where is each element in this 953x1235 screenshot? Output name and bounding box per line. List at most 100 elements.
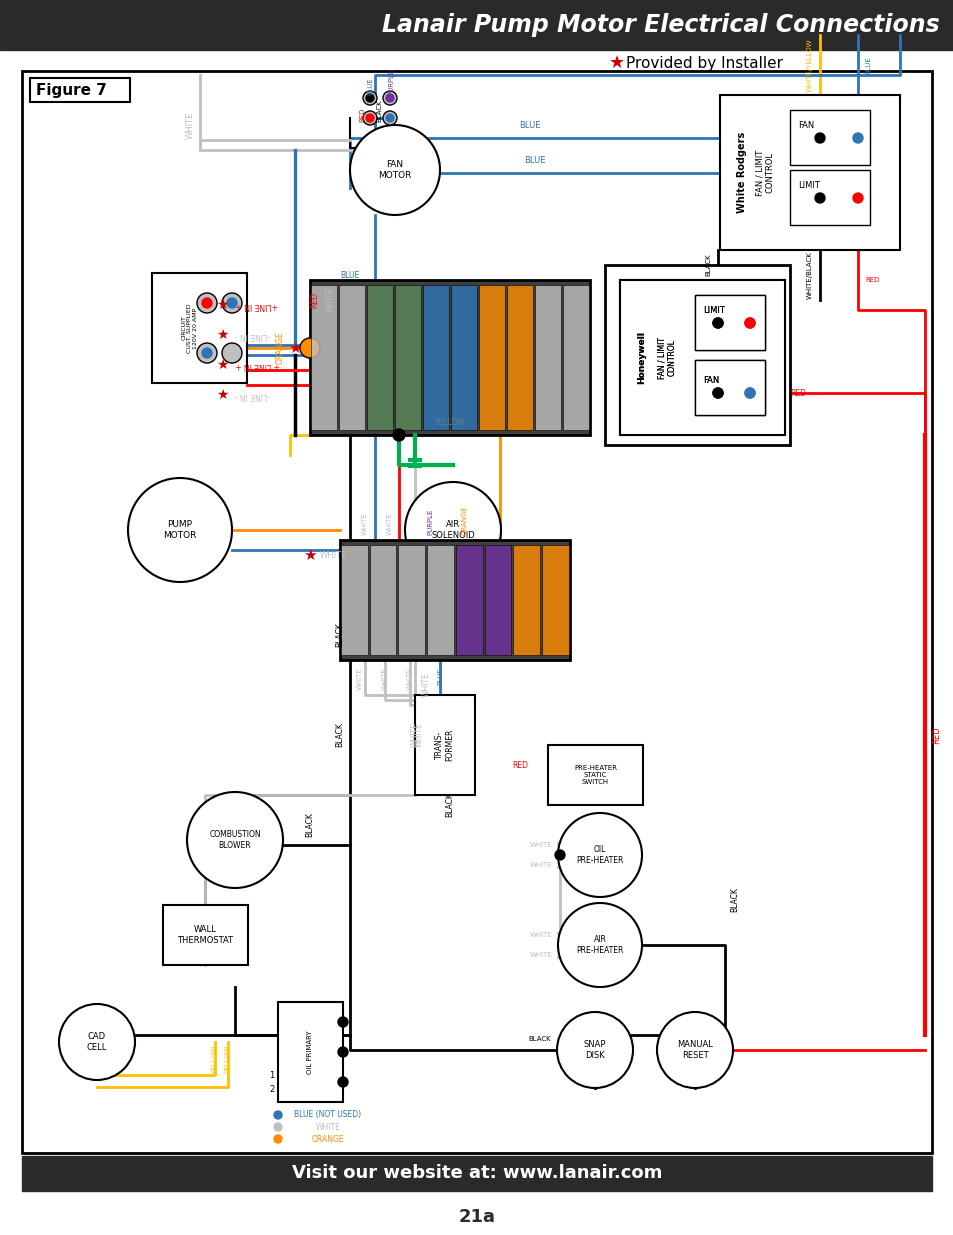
Text: PURPLE: PURPLE — [427, 509, 433, 535]
Circle shape — [557, 1011, 633, 1088]
Circle shape — [382, 111, 396, 125]
Text: YELLOW: YELLOW — [212, 1046, 218, 1074]
Text: ★: ★ — [608, 54, 624, 72]
Text: YELLOW: YELLOW — [434, 417, 465, 427]
Bar — [478, 285, 504, 430]
Bar — [163, 905, 248, 965]
Circle shape — [363, 111, 376, 125]
Text: BLACK: BLACK — [528, 1036, 551, 1042]
Text: ORANGE: ORANGE — [461, 505, 468, 535]
Bar — [695, 359, 764, 415]
Bar — [339, 540, 569, 659]
Text: PUMP
MOTOR: PUMP MOTOR — [163, 520, 196, 540]
Text: WHITE: WHITE — [356, 667, 363, 690]
Bar — [456, 545, 482, 655]
Bar — [277, 1002, 343, 1102]
Bar — [789, 110, 869, 165]
Bar — [604, 266, 789, 445]
Circle shape — [382, 91, 396, 105]
Circle shape — [814, 133, 824, 143]
Text: BLACK: BLACK — [730, 888, 739, 913]
Text: CAD
CELL: CAD CELL — [87, 1032, 107, 1052]
Text: WHITE: WHITE — [361, 513, 368, 535]
Circle shape — [274, 1135, 282, 1144]
Text: ★: ★ — [215, 388, 228, 403]
Bar — [422, 285, 449, 430]
Bar — [340, 545, 367, 655]
Circle shape — [386, 94, 394, 103]
Bar — [311, 285, 336, 430]
Bar — [310, 280, 589, 435]
Text: WHITE: WHITE — [319, 551, 347, 559]
Bar — [451, 285, 476, 430]
Circle shape — [196, 293, 216, 312]
Circle shape — [128, 478, 232, 582]
Bar — [427, 545, 454, 655]
Text: WHITE: WHITE — [407, 667, 413, 690]
Circle shape — [350, 125, 439, 215]
Text: LIMIT: LIMIT — [797, 180, 819, 189]
Text: BLUE: BLUE — [436, 667, 442, 684]
Text: FAN / LIMIT
CONTROL: FAN / LIMIT CONTROL — [657, 336, 676, 378]
Text: 2: 2 — [269, 1086, 274, 1094]
Circle shape — [227, 298, 236, 308]
Text: OIL PRIMARY: OIL PRIMARY — [307, 1030, 314, 1073]
Circle shape — [366, 94, 374, 103]
Text: ★: ★ — [215, 329, 228, 342]
Circle shape — [386, 114, 394, 122]
Text: BLUE: BLUE — [367, 78, 373, 95]
Text: ★: ★ — [215, 298, 228, 312]
Circle shape — [274, 1112, 282, 1119]
Text: -LINE IN -: -LINE IN - — [234, 390, 270, 399]
Text: PRE-HEATER
STATIC
SWITCH: PRE-HEATER STATIC SWITCH — [574, 764, 617, 785]
Text: RED: RED — [789, 389, 805, 398]
Text: BLUE: BLUE — [864, 56, 870, 74]
Circle shape — [558, 813, 641, 897]
Text: OIL
PRE-HEATER: OIL PRE-HEATER — [576, 845, 623, 864]
Text: WHITE: WHITE — [530, 862, 553, 868]
Text: BLACK: BLACK — [335, 622, 344, 647]
Circle shape — [712, 317, 722, 329]
Text: ★: ★ — [215, 358, 228, 372]
Bar — [562, 285, 588, 430]
Text: FAN: FAN — [702, 375, 719, 384]
Text: BLUE: BLUE — [340, 270, 359, 279]
Text: WALL
THERMOSTAT: WALL THERMOSTAT — [177, 925, 233, 945]
Text: BLACK: BLACK — [375, 99, 381, 122]
Bar — [484, 545, 511, 655]
Text: -LINE IN -: -LINE IN - — [234, 331, 270, 340]
Circle shape — [337, 1016, 348, 1028]
Text: CIRCUIT
CUST. SUPPLIED
120V 20 AMP: CIRCUIT CUST. SUPPLIED 120V 20 AMP — [181, 303, 197, 353]
Circle shape — [405, 482, 500, 578]
Text: WHITE: WHITE — [530, 952, 553, 958]
Text: WHITE: WHITE — [325, 288, 335, 312]
Bar — [506, 285, 533, 430]
Text: WHITE: WHITE — [387, 513, 393, 535]
Text: BLACK: BLACK — [704, 253, 710, 277]
Text: RED: RED — [310, 291, 319, 308]
Circle shape — [744, 388, 754, 398]
Text: WHITE/YELLOW: WHITE/YELLOW — [806, 38, 812, 91]
Circle shape — [744, 388, 754, 398]
Circle shape — [744, 317, 754, 329]
Text: AIR
PRE-HEATER: AIR PRE-HEATER — [576, 935, 623, 955]
Text: PURPLE: PURPLE — [388, 69, 394, 95]
Text: LIMIT: LIMIT — [702, 305, 724, 315]
Text: 1: 1 — [269, 1071, 274, 1079]
Text: COMBUSTION
BLOWER: COMBUSTION BLOWER — [209, 830, 260, 850]
Circle shape — [222, 343, 242, 363]
Text: RED: RED — [864, 277, 879, 283]
Text: RED: RED — [512, 761, 527, 769]
Bar — [152, 273, 247, 383]
Bar — [22, 70, 931, 1153]
Text: BLACK: BLACK — [305, 813, 314, 837]
Circle shape — [555, 850, 564, 860]
Text: FAN
MOTOR: FAN MOTOR — [378, 161, 412, 180]
Text: MANUAL
RESET: MANUAL RESET — [677, 1040, 712, 1060]
Text: Figure 7: Figure 7 — [36, 83, 107, 98]
Bar — [547, 745, 642, 805]
Text: WHITE: WHITE — [530, 842, 553, 848]
Circle shape — [558, 903, 641, 987]
Text: RED: RED — [358, 107, 365, 122]
Text: WHITE: WHITE — [415, 722, 423, 747]
